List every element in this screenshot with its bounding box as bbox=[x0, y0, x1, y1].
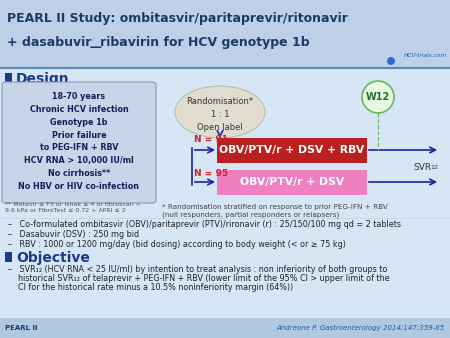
FancyBboxPatch shape bbox=[217, 170, 367, 195]
Bar bbox=[0, 318, 450, 338]
Text: –   RBV : 1000 or 1200 mg/day (bid dosing) according to body weight (< or ≥ 75 k: – RBV : 1000 or 1200 mg/day (bid dosing)… bbox=[8, 240, 346, 249]
Text: OBV/PTV/r + DSV: OBV/PTV/r + DSV bbox=[240, 177, 344, 187]
FancyBboxPatch shape bbox=[2, 82, 156, 203]
Text: –   SVR₁₂ (HCV RNA < 25 IU/ml) by intention to treat analysis : non inferiority : – SVR₁₂ (HCV RNA < 25 IU/ml) by intentio… bbox=[8, 265, 387, 274]
Text: –   Co-formulated ombitasvir (OBV)/paritaprevir (PTV)/rironavir (r) : 25/150/100: – Co-formulated ombitasvir (OBV)/paritap… bbox=[8, 220, 401, 229]
Text: HCV-trials.com: HCV-trials.com bbox=[404, 53, 447, 58]
Text: + dasabuvir ͟ ribavirin for HCV genotype 1b: + dasabuvir ͟ ribavirin for HCV genotype… bbox=[7, 36, 310, 49]
Bar bbox=[5, 252, 12, 262]
Text: Objective: Objective bbox=[16, 251, 90, 265]
Text: Design: Design bbox=[16, 72, 70, 86]
Text: SVR: SVR bbox=[413, 163, 431, 172]
FancyBboxPatch shape bbox=[217, 138, 367, 163]
Text: N = 95: N = 95 bbox=[194, 169, 228, 178]
Text: N = 91: N = 91 bbox=[194, 135, 228, 144]
Bar bbox=[5, 73, 12, 83]
Text: Andreone P. Gastroenterology 2014;147:359-65: Andreone P. Gastroenterology 2014;147:35… bbox=[277, 325, 445, 331]
Circle shape bbox=[387, 57, 395, 65]
Text: 18-70 years
Chronic HCV infection
Genotype 1b
Prior failure
to PEG-IFN + RBV
HCV: 18-70 years Chronic HCV infection Genoty… bbox=[18, 92, 140, 191]
Text: Randomisation*
1 : 1
Open label: Randomisation* 1 : 1 Open label bbox=[186, 97, 253, 132]
Bar bbox=[0, 0, 450, 68]
Circle shape bbox=[362, 81, 394, 113]
Text: –   Dasabuvir (DSV) : 250 mg bid: – Dasabuvir (DSV) : 250 mg bid bbox=[8, 230, 139, 239]
Text: OBV/PTV/r + DSV + RBV: OBV/PTV/r + DSV + RBV bbox=[220, 145, 364, 155]
Text: CI for the historical rate minus a 10.5% noninferiority margin (64%)): CI for the historical rate minus a 10.5%… bbox=[8, 283, 293, 292]
Text: * Randomisation stratified on response to prior PEG-IFN + RBV
(null responders, : * Randomisation stratified on response t… bbox=[162, 204, 388, 218]
Text: PEARL II: PEARL II bbox=[5, 325, 37, 331]
Text: ** Metavir ≤ F3 or Ishak ≤ 4 or fibroscan <
9.6 kPa or FibroTest ≤ 0.72 + APRI ≤: ** Metavir ≤ F3 or Ishak ≤ 4 or fibrosca… bbox=[5, 202, 141, 213]
Text: PEARL II Study: ombitasvir/paritaprevir/ritonavir: PEARL II Study: ombitasvir/paritaprevir/… bbox=[7, 12, 348, 25]
Text: W12: W12 bbox=[366, 92, 390, 102]
Text: historical SVR₁₂ of telaprevir + PEG-IFN + RBV (lower limit of the 95% CI > uppe: historical SVR₁₂ of telaprevir + PEG-IFN… bbox=[8, 274, 390, 283]
Ellipse shape bbox=[175, 86, 265, 138]
Text: 12: 12 bbox=[430, 165, 438, 170]
